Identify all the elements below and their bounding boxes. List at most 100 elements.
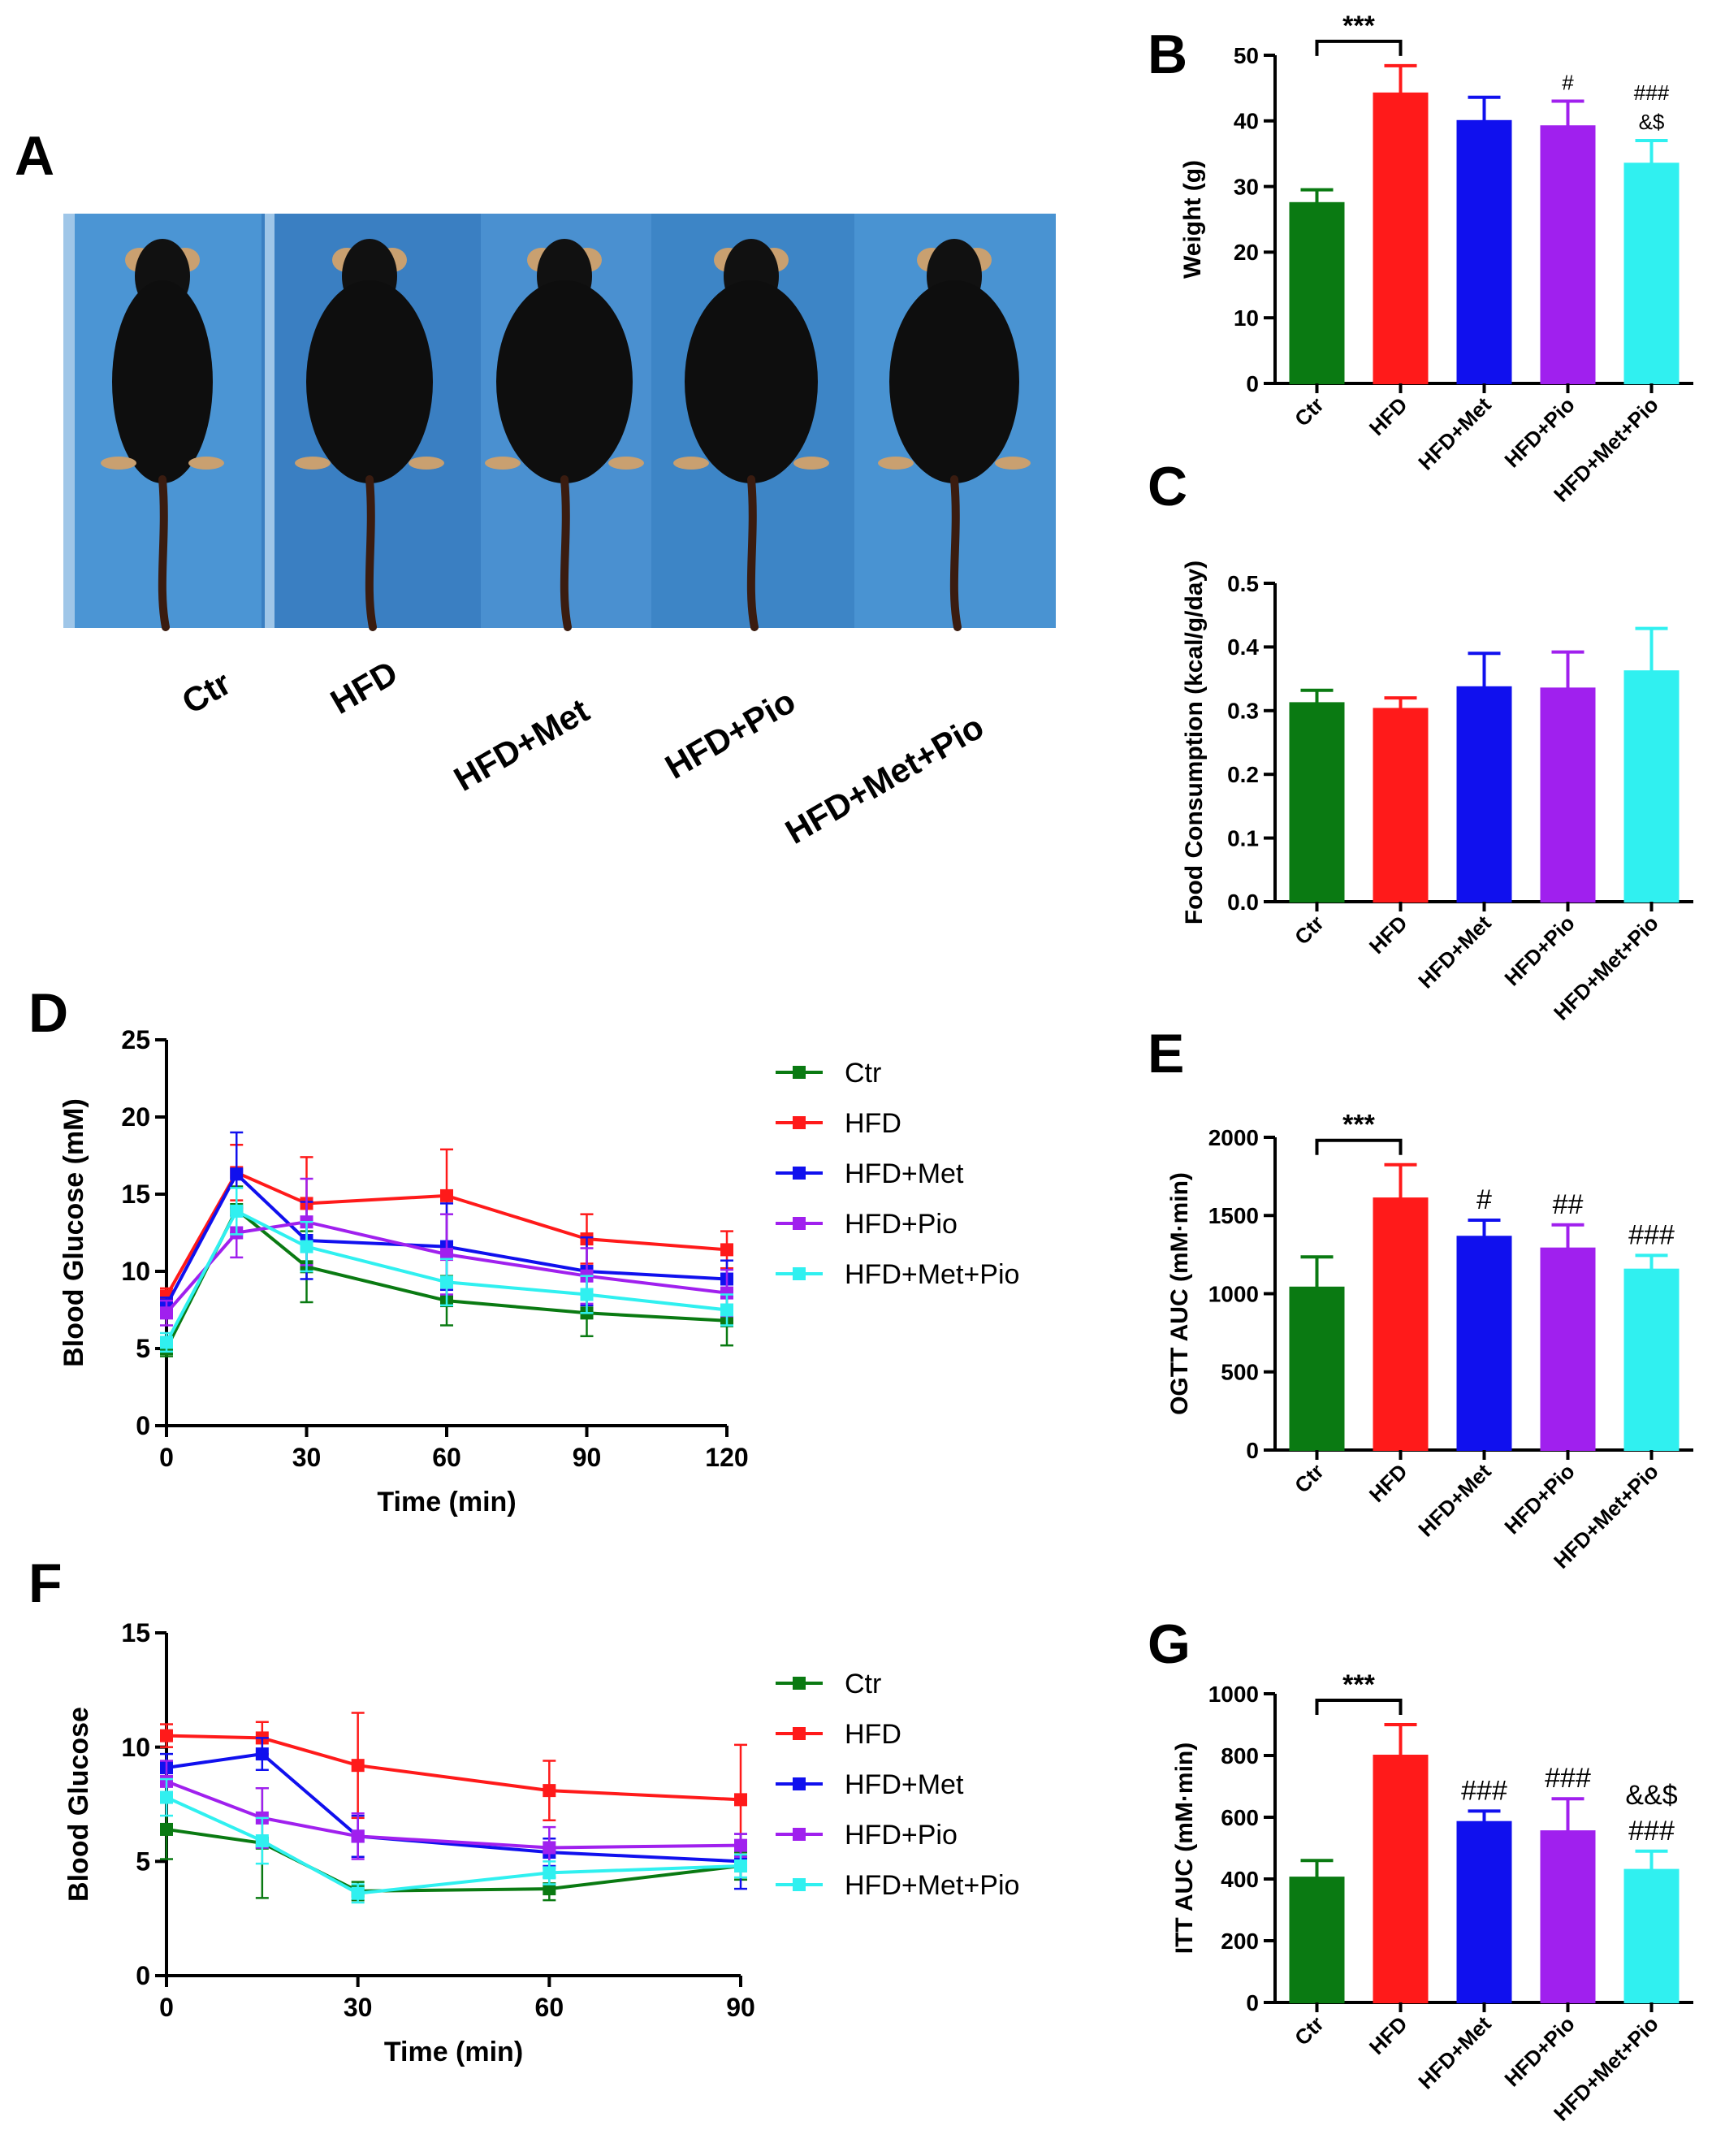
data-point-hfd bbox=[720, 1243, 733, 1257]
legend-label: HFD+Met bbox=[845, 1158, 964, 1189]
legend-label: HFD+Pio bbox=[845, 1820, 958, 1851]
bar-ctr bbox=[1289, 201, 1345, 384]
y-tick-label: 2000 bbox=[1208, 1125, 1259, 1150]
mouse-paw bbox=[188, 457, 224, 470]
data-point-hfd bbox=[160, 1729, 173, 1743]
data-point-hfd-met-pio bbox=[255, 1834, 269, 1848]
panel-label-g: G bbox=[1148, 1613, 1191, 1675]
mouse-tail bbox=[365, 475, 377, 631]
mouse-body bbox=[112, 280, 213, 483]
y-tick-label: 0.5 bbox=[1227, 571, 1259, 596]
significance-label: # bbox=[1562, 71, 1574, 95]
y-tick-label: 20 bbox=[121, 1102, 150, 1132]
series-line-hfd bbox=[166, 1734, 741, 1802]
bar-hfd-met-pio bbox=[1623, 670, 1680, 903]
x-tick-label-hfd: HFD bbox=[1364, 1459, 1412, 1507]
mouse-photo bbox=[63, 214, 1056, 631]
y-tick-label: 1500 bbox=[1208, 1203, 1259, 1228]
legend-swatch-marker bbox=[793, 1727, 806, 1740]
panel-label-d: D bbox=[28, 982, 68, 1044]
data-point-hfd-met-pio bbox=[300, 1240, 313, 1253]
legend-label: HFD bbox=[845, 1719, 901, 1750]
data-point-hfd bbox=[351, 1759, 365, 1773]
panel-label-e: E bbox=[1148, 1023, 1184, 1084]
bar-hfd-met-pio bbox=[1623, 1868, 1680, 2004]
x-axis-title: Time (min) bbox=[384, 2037, 523, 2067]
panel-label-a: A bbox=[15, 125, 54, 187]
x-tick-label: 90 bbox=[726, 1993, 755, 2022]
data-point-hfd-pio bbox=[720, 1286, 733, 1300]
significance-label: ### bbox=[1634, 80, 1670, 105]
mouse-paw bbox=[995, 457, 1031, 470]
mouse-body bbox=[889, 280, 1019, 483]
mouse-body bbox=[685, 280, 818, 483]
photo-label-hfd: HFD bbox=[324, 653, 404, 721]
data-point-hfd-pio bbox=[734, 1838, 747, 1852]
legend-swatch-marker bbox=[793, 1217, 806, 1230]
y-axis-title: Blood Glucose bbox=[63, 1707, 94, 1902]
data-point-ctr bbox=[543, 1882, 556, 1896]
x-tick-label-hfd-met: HFD+Met bbox=[1413, 2011, 1496, 2094]
chart-c: 0.0 0.1 0.2 0.3 0.4 0.5 Food Consumption (kcal… bbox=[1181, 561, 1693, 1025]
data-point-hfd-met-pio bbox=[543, 1866, 556, 1880]
bar-hfd-met-pio bbox=[1623, 1268, 1680, 1451]
data-point-hfd-pio bbox=[543, 1841, 556, 1855]
y-tick-label: 0.4 bbox=[1227, 634, 1259, 660]
bar-hfd-met bbox=[1456, 1236, 1512, 1452]
y-tick-label: 20 bbox=[1234, 240, 1259, 265]
y-tick-label: 30 bbox=[1234, 174, 1259, 199]
mouse-body bbox=[496, 280, 633, 483]
mouse-paw bbox=[608, 457, 644, 470]
data-point-hfd-pio bbox=[160, 1306, 173, 1320]
x-tick-label-hfd: HFD bbox=[1364, 392, 1412, 440]
significance-label: &&$ bbox=[1625, 1780, 1677, 1811]
legend-label: HFD bbox=[845, 1108, 901, 1139]
bar-hfd bbox=[1373, 92, 1429, 384]
mouse-silhouette bbox=[295, 239, 444, 631]
bar-hfd-met bbox=[1456, 1820, 1512, 2003]
mouse-silhouette bbox=[878, 239, 1031, 631]
y-tick-label: 0.2 bbox=[1227, 762, 1259, 787]
mouse-paw bbox=[101, 457, 136, 470]
y-tick-label: 10 bbox=[121, 1257, 150, 1286]
y-tick-label: 0.0 bbox=[1227, 890, 1259, 915]
significance-bracket bbox=[1315, 1699, 1403, 1715]
x-tick-label-hfd-met: HFD+Met bbox=[1413, 392, 1496, 475]
mouse-paw bbox=[793, 457, 829, 470]
panel-label-c: C bbox=[1148, 456, 1187, 517]
data-point-hfd-met-pio bbox=[580, 1288, 594, 1301]
legend-label: HFD+Met+Pio bbox=[845, 1870, 1019, 1901]
x-tick-label-hfd-pio: HFD+Pio bbox=[1499, 392, 1579, 472]
y-tick-label: 40 bbox=[1234, 109, 1259, 134]
x-tick-label-hfd: HFD bbox=[1364, 911, 1412, 959]
series-line-hfd-met bbox=[165, 1171, 728, 1306]
legend-item-hfd-pio: HFD+Pio bbox=[776, 1820, 958, 1851]
data-point-hfd-met-pio bbox=[351, 1886, 365, 1900]
legend-item-hfd-met-pio: HFD+Met+Pio bbox=[776, 1870, 1019, 1901]
data-point-ctr bbox=[160, 1822, 173, 1836]
bar-ctr bbox=[1289, 702, 1345, 903]
data-point-hfd-met bbox=[255, 1747, 269, 1761]
data-point-hfd bbox=[440, 1188, 453, 1202]
data-point-hfd-met bbox=[230, 1167, 244, 1181]
chart-b: 0 10 20 30 40 50 Weight (g) Ctr HFD HFD+Met HFD+Pi… bbox=[1179, 11, 1693, 507]
mouse-tail bbox=[949, 475, 962, 631]
bar-hfd-pio bbox=[1540, 1247, 1596, 1452]
legend-item-hfd-met-pio: HFD+Met+Pio bbox=[776, 1259, 1019, 1290]
legend-swatch-marker bbox=[793, 1267, 806, 1280]
photo-label-hfd-pio: HFD+Pio bbox=[659, 682, 802, 786]
mouse-paw bbox=[295, 457, 331, 470]
y-axis-title: Weight (g) bbox=[1179, 160, 1206, 279]
photo-label-ctr: Ctr bbox=[175, 664, 237, 721]
legend-swatch-marker bbox=[793, 1066, 806, 1079]
mouse-paw bbox=[409, 457, 444, 470]
x-tick-label-hfd-met: HFD+Met bbox=[1413, 911, 1496, 994]
legend-item-hfd-met: HFD+Met bbox=[776, 1158, 964, 1189]
bar-hfd bbox=[1373, 708, 1429, 903]
legend-swatch-marker bbox=[793, 1167, 806, 1180]
legend-swatch-marker bbox=[793, 1828, 806, 1841]
y-axis-title: Food Consumption (kcal/g/day) bbox=[1181, 561, 1208, 924]
y-tick-label: 0.3 bbox=[1227, 699, 1259, 724]
legend-item-hfd: HFD bbox=[776, 1108, 901, 1139]
